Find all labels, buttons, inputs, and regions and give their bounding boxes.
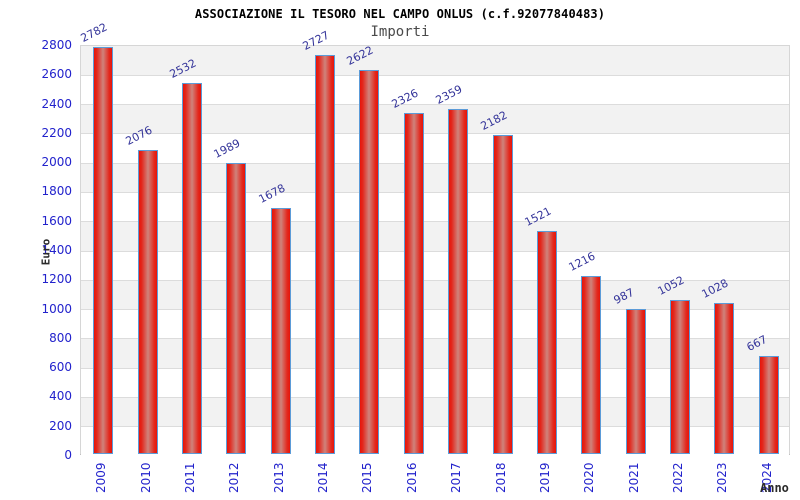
chart-title: ASSOCIAZIONE IL TESORO NEL CAMPO ONLUS (… — [194, 7, 606, 21]
x-tick-label: 2014 — [316, 462, 331, 493]
y-tick-label: 2600 — [41, 67, 72, 82]
bar — [93, 46, 114, 454]
gridline — [81, 221, 789, 223]
gridline — [81, 74, 789, 76]
x-tick-label: 2009 — [94, 462, 109, 493]
y-tick-label: 0 — [64, 448, 72, 462]
x-tick-label: 2022 — [671, 462, 686, 493]
x-tick-label: 2018 — [493, 462, 508, 493]
x-tick-label: 2015 — [360, 462, 375, 493]
x-tick-label: 2020 — [582, 462, 597, 493]
plot-background-band — [81, 46, 789, 76]
chart-subtitle: Importi — [370, 24, 430, 40]
y-axis-title: Euro — [39, 238, 53, 266]
x-tick-label: 2010 — [138, 462, 153, 493]
bar — [137, 150, 158, 454]
y-tick-label: 800 — [49, 330, 72, 345]
gridline — [81, 162, 789, 164]
y-tick-label: 1200 — [41, 272, 72, 287]
gridline — [81, 250, 789, 252]
bar — [226, 162, 247, 454]
bar — [492, 134, 513, 454]
x-tick-label: 2011 — [182, 462, 197, 493]
y-tick-label: 600 — [49, 360, 72, 375]
gridline — [81, 309, 789, 311]
bar — [714, 303, 735, 454]
bar — [581, 275, 602, 454]
bar — [270, 208, 291, 454]
bar — [448, 108, 469, 454]
bar — [181, 83, 202, 454]
y-tick-label: 2400 — [41, 96, 72, 111]
bar — [403, 113, 424, 454]
gridline — [81, 191, 789, 193]
bar — [625, 309, 646, 454]
x-axis-title: Anno — [760, 481, 789, 495]
x-tick-label: 2012 — [227, 462, 242, 493]
y-tick-label: 1800 — [41, 184, 72, 199]
x-tick-label: 2019 — [537, 462, 552, 493]
bar — [670, 299, 691, 454]
y-tick-label: 2800 — [41, 38, 72, 52]
bar — [315, 54, 336, 454]
x-tick-label: 2021 — [626, 462, 641, 493]
x-tick-label: 2016 — [404, 462, 419, 493]
gridline — [81, 133, 789, 135]
gridline — [81, 338, 789, 340]
y-tick-label: 1000 — [41, 301, 72, 316]
y-tick-label: 1400 — [41, 243, 72, 257]
y-tick-label: 1600 — [41, 213, 72, 228]
plot-area: 2782 2076 2532 1989 1678 2727 2622 2326 2359 2182… — [79, 20, 790, 456]
x-tick-label: 2017 — [449, 462, 464, 493]
gridline — [81, 396, 789, 398]
bar — [536, 231, 557, 454]
x-tick-label: 2013 — [271, 462, 286, 493]
y-tick-label: 400 — [49, 389, 72, 404]
x-tick-label: 2023 — [715, 462, 730, 493]
gridline — [81, 279, 789, 281]
y-tick-label: 200 — [49, 418, 72, 433]
gridline — [81, 104, 789, 106]
y-tick-label: 2200 — [41, 125, 72, 140]
bar — [758, 356, 779, 454]
gridline — [81, 426, 789, 428]
y-tick-label: 2000 — [41, 155, 72, 170]
gridline — [81, 367, 789, 369]
bar — [359, 70, 380, 454]
